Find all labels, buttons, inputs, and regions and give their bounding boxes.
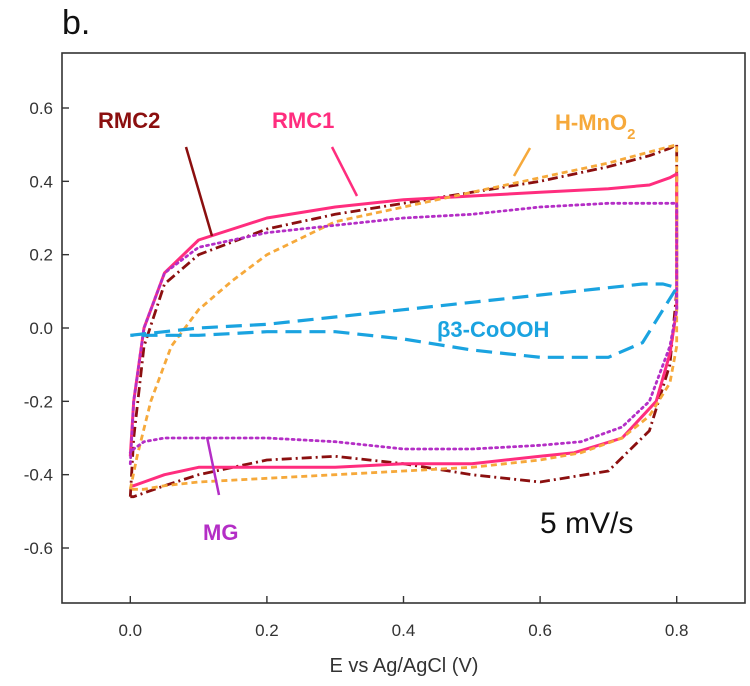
x-axis-label: E vs Ag/AgCl (V) xyxy=(330,655,479,677)
y-tick-label: 0.6 xyxy=(29,99,53,118)
y-tick-label: -0.4 xyxy=(24,466,53,485)
series-line-1 xyxy=(128,172,679,488)
y-tick-label: 0.2 xyxy=(29,246,53,265)
scan-rate-annotation: 5 mV/s xyxy=(540,507,633,540)
series-line-0 xyxy=(128,143,679,499)
ticks-group: 0.6 0.4 0.2 0.0 -0.2 -0.4 -0.6 0.0 0.2 0.4 0.6 0.8 xyxy=(24,99,689,640)
curves-group xyxy=(128,143,679,499)
x-tick-label: 0.2 xyxy=(255,621,279,640)
leader-line-0 xyxy=(184,146,214,237)
leader-line-2 xyxy=(512,147,532,177)
y-tick-label: 0.4 xyxy=(29,172,53,191)
leader-line-3 xyxy=(205,436,221,496)
y-tick-label: -0.6 xyxy=(24,539,53,558)
series-line-4 xyxy=(130,282,679,359)
series-label-2: H-MnO2 xyxy=(555,110,635,143)
series-label-0: RMC2 xyxy=(98,108,160,133)
panel-label: b. xyxy=(62,4,90,42)
series-label-3: MG xyxy=(203,520,238,545)
series-line-2 xyxy=(128,143,679,491)
series-line-3 xyxy=(128,201,679,466)
plot-frame xyxy=(61,52,746,604)
series-label-1: RMC1 xyxy=(272,108,334,133)
x-tick-label: 0.0 xyxy=(118,621,142,640)
series-label-4: β3-CoOOH xyxy=(437,317,549,342)
y-tick-label: -0.2 xyxy=(24,392,53,411)
leader-line-1 xyxy=(330,146,359,197)
x-tick-label: 0.4 xyxy=(392,621,416,640)
y-tick-label: 0.0 xyxy=(29,319,53,338)
x-tick-label: 0.6 xyxy=(528,621,552,640)
x-tick-label: 0.8 xyxy=(665,621,689,640)
